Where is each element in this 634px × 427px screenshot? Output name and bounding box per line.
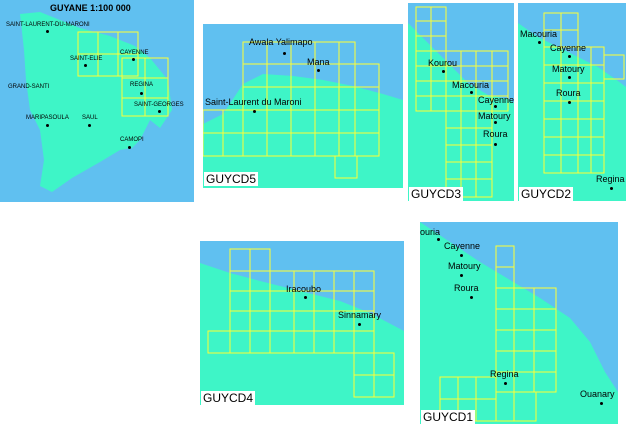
town-label: Regina bbox=[596, 174, 625, 184]
town-marker bbox=[317, 69, 320, 72]
town-label: SAINT-ELIE bbox=[70, 56, 103, 62]
town-label: REGINA bbox=[130, 82, 154, 88]
town-marker bbox=[88, 124, 91, 127]
town-marker bbox=[494, 105, 497, 108]
town-label: Cayenne bbox=[550, 43, 587, 53]
town-marker bbox=[494, 143, 497, 146]
map-panel-guycd3[interactable]: Kourou Macouria Cayenne Matoury Roura GU… bbox=[408, 3, 514, 201]
town-label: Kourou bbox=[428, 58, 458, 68]
town-label: Sinnamary bbox=[338, 310, 382, 320]
tile-grid bbox=[207, 248, 395, 398]
tile-grid bbox=[415, 6, 509, 198]
town-label: SAINT-GEORGES bbox=[134, 102, 184, 108]
tile-grid bbox=[543, 12, 625, 174]
town-label: SAUL bbox=[82, 115, 98, 121]
map-panel-guycd4[interactable]: Iracoubo Sinnamary GUYCD4 bbox=[200, 241, 404, 405]
overview-map: GUYANE 1:100 000 SAINT-LAURENT-DU-MARONI… bbox=[0, 0, 194, 202]
town-marker bbox=[460, 274, 463, 277]
town-label: Matoury bbox=[478, 111, 511, 121]
town-marker bbox=[442, 70, 445, 73]
town-label: CAMOPI bbox=[120, 137, 144, 143]
town-label: SAINT-LAURENT-DU-MARONI bbox=[6, 22, 90, 28]
town-marker bbox=[46, 124, 49, 127]
town-label: Iracoubo bbox=[286, 284, 322, 294]
town-label: Mana bbox=[307, 57, 330, 67]
town-label: Macouria bbox=[520, 29, 558, 39]
map-panel-guycd2[interactable]: Macouria Cayenne Matoury Roura Regina GU… bbox=[518, 3, 626, 201]
town-label: Cayenne bbox=[478, 95, 514, 105]
town-marker bbox=[253, 110, 256, 113]
overview-grid bbox=[77, 31, 169, 117]
overview-map-graphic bbox=[0, 0, 194, 202]
tile-grid bbox=[203, 41, 380, 179]
town-marker bbox=[494, 121, 497, 124]
coastline-land bbox=[203, 74, 403, 188]
guycd2-graphic bbox=[518, 3, 626, 201]
guycd5-graphic bbox=[203, 24, 403, 188]
town-label: Saint-Laurent du Maroni bbox=[205, 97, 302, 107]
panel-caption-guycd5: GUYCD5 bbox=[204, 172, 259, 186]
town-label: Roura bbox=[483, 129, 508, 139]
town-marker bbox=[304, 296, 307, 299]
town-marker bbox=[358, 323, 361, 326]
panel-caption-guycd2: GUYCD2 bbox=[519, 187, 574, 201]
town-marker bbox=[610, 187, 613, 190]
coastline-land bbox=[420, 222, 618, 424]
town-marker bbox=[140, 92, 143, 95]
tile-grid bbox=[439, 245, 557, 422]
town-label: MARIPASOULA bbox=[26, 115, 69, 121]
guycd4-graphic bbox=[200, 241, 404, 405]
french-guiana-land bbox=[20, 12, 172, 192]
town-marker bbox=[470, 296, 473, 299]
town-marker bbox=[538, 41, 541, 44]
town-label: GRAND-SANTI bbox=[8, 84, 50, 90]
town-marker bbox=[158, 110, 161, 113]
guycd1-graphic bbox=[420, 222, 618, 424]
town-label: Matoury bbox=[448, 261, 481, 271]
town-marker bbox=[283, 52, 286, 55]
panel-caption-guycd3: GUYCD3 bbox=[409, 187, 464, 201]
coastline-land bbox=[200, 263, 404, 405]
panel-caption-guycd4: GUYCD4 bbox=[201, 391, 256, 405]
town-marker bbox=[600, 402, 603, 405]
town-label: CAYENNE bbox=[120, 50, 149, 56]
town-marker bbox=[460, 254, 463, 257]
town-label: Roura bbox=[454, 283, 479, 293]
town-marker bbox=[84, 64, 87, 67]
town-label: Roura bbox=[556, 88, 581, 98]
town-marker bbox=[470, 91, 473, 94]
coastline-land bbox=[518, 23, 626, 201]
town-marker bbox=[128, 146, 131, 149]
town-marker bbox=[132, 58, 135, 61]
town-label: Macouria bbox=[452, 80, 490, 90]
town-label: ouria bbox=[420, 227, 441, 237]
town-label: Awala Yalimapo bbox=[249, 37, 313, 47]
map-panel-guycd5[interactable]: Awala Yalimapo Mana Saint-Laurent du Mar… bbox=[203, 24, 403, 188]
town-marker bbox=[568, 55, 571, 58]
panel-caption-guycd1: GUYCD1 bbox=[421, 410, 476, 424]
town-label: Cayenne bbox=[444, 241, 481, 251]
town-marker bbox=[437, 238, 440, 241]
overview-title: GUYANE 1:100 000 bbox=[50, 3, 131, 13]
town-label: Regina bbox=[490, 369, 519, 379]
map-panel-guycd1[interactable]: ouria Cayenne Matoury Roura Regina Ouana… bbox=[420, 222, 618, 424]
town-marker bbox=[568, 76, 571, 79]
town-marker bbox=[568, 101, 571, 104]
town-marker bbox=[504, 382, 507, 385]
town-label: Matoury bbox=[552, 64, 585, 74]
guycd3-graphic bbox=[408, 3, 514, 201]
town-label: Ouanary bbox=[580, 389, 615, 399]
town-marker bbox=[46, 30, 49, 33]
